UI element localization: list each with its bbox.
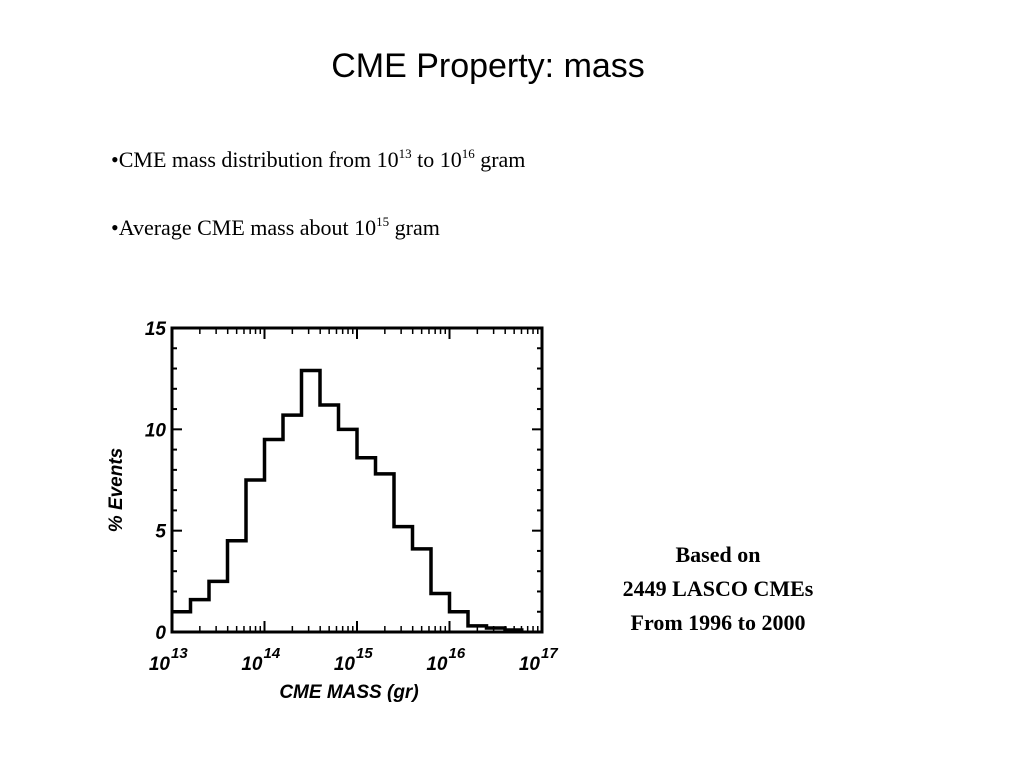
x-tick-label: 1015 [334,645,373,675]
note-line: Based on [675,542,761,567]
histogram-bar [376,474,395,632]
histogram-bar [357,458,376,632]
y-axis-title: % Events [106,448,127,532]
histogram-bar [283,415,302,632]
x-tick-base: 10 [241,654,263,675]
y-tick-label: 15 [145,319,167,340]
histogram-bar [339,429,358,632]
exponent: 16 [461,146,475,161]
bullet-mass-range: •CME mass distribution from 1013 to 1016… [111,145,525,175]
plot-area [170,326,544,634]
x-tick-exponent: 15 [356,645,373,662]
x-tick-exponent: 13 [171,645,188,662]
histogram-bar [172,612,191,632]
histogram-bar [320,405,339,632]
x-tick-base: 10 [149,654,171,675]
histogram-bar [413,549,432,632]
x-tick-exponent: 14 [264,645,281,662]
histogram-bar [228,541,247,632]
axes [171,327,543,633]
y-tick-label: 0 [155,623,166,644]
histogram-bar [302,371,321,632]
plot-frame [170,326,544,634]
x-tick-exponent: 16 [449,645,466,662]
bullet-list: •CME mass distribution from 1013 to 1016… [111,145,525,243]
bullet-text: •CME mass distribution from 10 [111,147,399,172]
x-tick-label: 1016 [426,645,465,675]
x-tick-base: 10 [334,654,356,675]
histogram-bar [265,439,284,632]
histogram-bar [394,527,413,632]
bullet-text: gram [474,147,526,172]
histogram-bar [209,581,228,632]
x-tick-base: 10 [426,654,448,675]
x-tick-label: 1013 [149,645,188,675]
bullet-text: to 10 [411,147,462,172]
x-axis-title: CME MASS (gr) [279,682,418,703]
x-tick-exponent: 17 [541,645,558,662]
y-tick-label: 10 [145,420,167,441]
x-tick-base: 10 [519,654,541,675]
bullet-average-mass: •Average CME mass about 1015 gram [111,213,525,243]
histogram-outline [172,368,524,632]
histogram-bar [246,480,265,632]
exponent: 15 [376,214,390,229]
note-line: 2449 LASCO CMEs [622,576,814,601]
exponent: 13 [398,146,412,161]
bullet-text: •Average CME mass about 10 [111,215,377,240]
y-tick-label: 5 [155,522,166,543]
slide-title: CME Property: mass [331,47,645,85]
bullet-text: gram [389,215,440,240]
data-source-note: Based on 2449 LASCO CMEs From 1996 to 20… [578,538,858,640]
histogram-bar [450,612,469,632]
note-line: From 1996 to 2000 [630,610,806,635]
histogram-marks [172,368,524,632]
